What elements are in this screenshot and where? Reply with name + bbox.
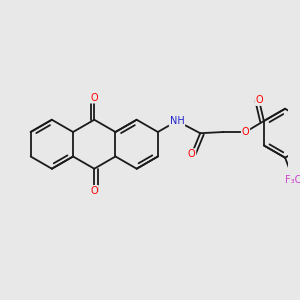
Text: O: O	[242, 127, 249, 137]
Text: O: O	[188, 149, 196, 159]
Text: F₃C: F₃C	[286, 175, 300, 185]
Text: O: O	[91, 93, 98, 103]
Text: O: O	[255, 95, 263, 105]
Text: NH: NH	[169, 116, 184, 126]
Text: O: O	[91, 186, 98, 196]
